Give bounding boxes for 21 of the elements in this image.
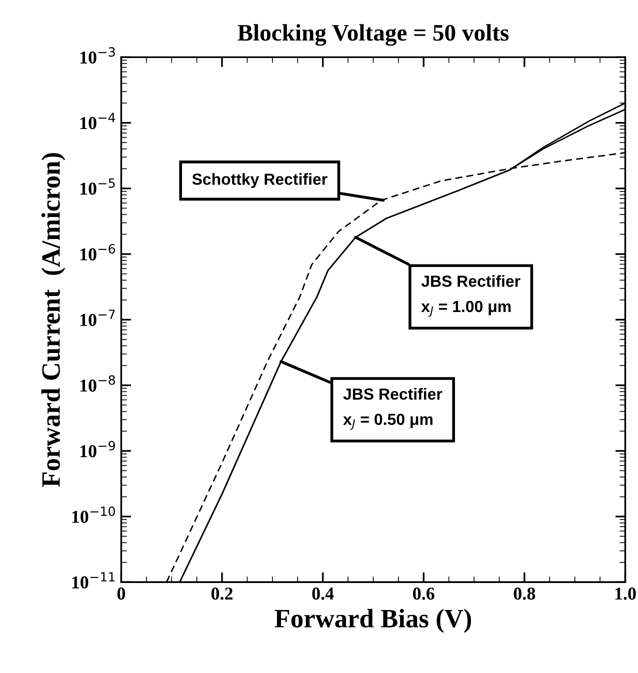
x-tick-label: 0.2 xyxy=(211,588,233,600)
annotation: Schottky Rectifier xyxy=(192,173,328,188)
x-tick-label: 0.6 xyxy=(413,588,434,600)
x-tick-label: 0.8 xyxy=(514,588,536,600)
annotation: JBS Rectifier x$_{J}$ = 0.50 μm xyxy=(343,388,442,430)
y-axis-title: Forward Current (A/micron) xyxy=(41,153,66,487)
y-tick-label: 10$^{−5}$ xyxy=(80,178,115,195)
y-tick-label: 10$^{−8}$ xyxy=(80,375,115,392)
x-tick-label: 0.4 xyxy=(312,588,334,600)
x-axis-title: Forward Bias (V) xyxy=(274,608,472,633)
chart-title: Blocking Voltage = 50 volts xyxy=(238,24,509,46)
y-tick-label: 10$^{−4}$ xyxy=(80,112,116,130)
x-tick-label: 1.0 xyxy=(615,588,636,600)
y-tick-label: 10$^{−7}$ xyxy=(80,310,115,326)
y-tick-label: 10$^{−3}$ xyxy=(80,47,115,64)
y-tick-label: 10$^{−6}$ xyxy=(80,244,116,260)
y-tick-label: 10$^{−10}$ xyxy=(72,506,115,523)
annotation: JBS Rectifier x$_{J}$ = 1.00 μm xyxy=(421,275,520,317)
x-tick-label: 0 xyxy=(117,588,126,600)
y-tick-label: 10$^{−11}$ xyxy=(72,572,115,588)
y-tick-label: 10$^{−9}$ xyxy=(80,440,115,458)
